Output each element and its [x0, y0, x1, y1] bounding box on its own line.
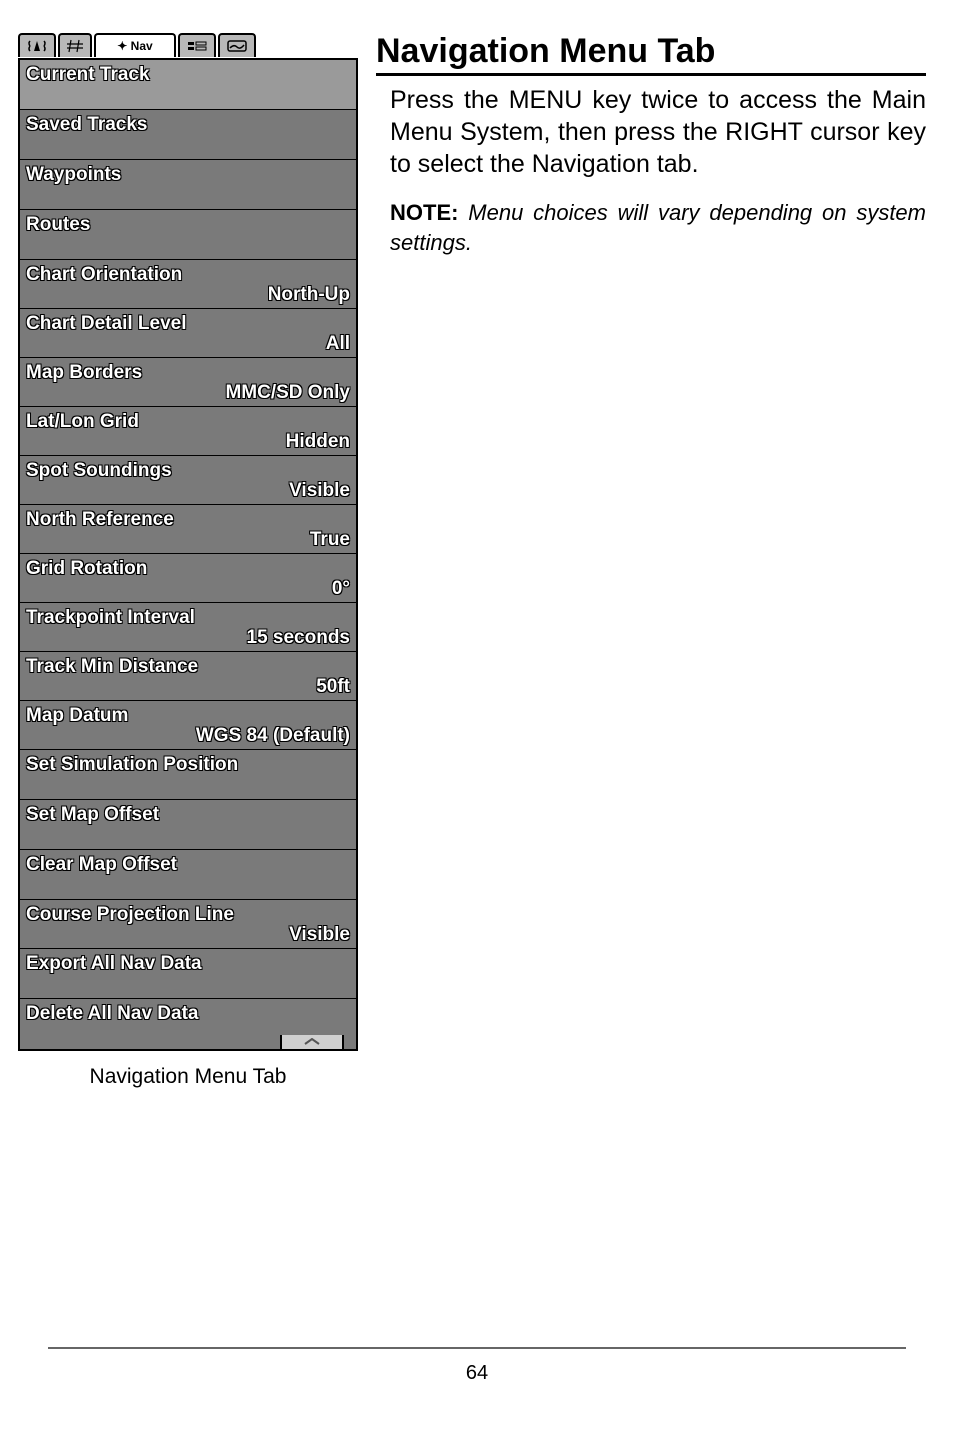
menu-item-label: Chart Detail Level — [26, 313, 350, 335]
menu-item[interactable]: Spot SoundingsVisible — [20, 456, 356, 505]
menu-list: Current Track Saved Tracks Waypoints Routes… — [18, 58, 358, 1051]
menu-item-label: Current Track — [26, 64, 350, 86]
menu-item-value: MMC/SD Only — [26, 382, 350, 404]
menu-item-label: Trackpoint Interval — [26, 607, 350, 629]
menu-item-label: Routes — [26, 214, 350, 236]
menu-item-value: Visible — [26, 480, 350, 502]
menu-item-value: 50ft — [26, 676, 350, 698]
note-body: Menu choices will vary depending on syst… — [390, 200, 926, 255]
menu-item-label: Track Min Distance — [26, 656, 350, 678]
menu-item-value: True — [26, 529, 350, 551]
menu-item-label: Map Borders — [26, 362, 350, 384]
menu-item[interactable]: Map BordersMMC/SD Only — [20, 358, 356, 407]
menu-item[interactable]: Export All Nav Data — [20, 949, 356, 999]
menu-item-label: Delete All Nav Data — [26, 1003, 350, 1025]
menu-item[interactable]: Set Map Offset — [20, 800, 356, 850]
menu-item-label: Saved Tracks — [26, 114, 350, 136]
menu-item-label: Chart Orientation — [26, 264, 350, 286]
page-number: 64 — [0, 1362, 954, 1385]
menu-item[interactable]: Set Simulation Position — [20, 750, 356, 800]
menu-item-label: Grid Rotation — [26, 558, 350, 580]
menu-item[interactable]: North ReferenceTrue — [20, 505, 356, 554]
menu-item[interactable]: Routes — [20, 210, 356, 260]
menu-item-value: 15 seconds — [26, 627, 350, 649]
menu-item-label: Waypoints — [26, 164, 350, 186]
content-column: Navigation Menu Tab Press the MENU key t… — [376, 32, 926, 1089]
menu-item-label: Set Map Offset — [26, 804, 350, 826]
body-paragraph: Press the MENU key twice to access the M… — [390, 84, 926, 180]
tab-bar: ✦ Nav — [18, 32, 358, 58]
menu-item-label: Course Projection Line — [26, 904, 350, 926]
tab-nav-label: ✦ Nav — [117, 39, 152, 53]
menu-item[interactable]: Clear Map Offset — [20, 850, 356, 900]
footer-rule — [48, 1347, 906, 1349]
menu-item[interactable]: Saved Tracks — [20, 110, 356, 160]
menu-item[interactable]: Waypoints — [20, 160, 356, 210]
note-paragraph: NOTE: Menu choices will vary depending o… — [390, 198, 926, 257]
tab-chart[interactable] — [58, 33, 92, 57]
menu-item[interactable]: Course Projection LineVisible — [20, 900, 356, 949]
menu-item-label: Lat/Lon Grid — [26, 411, 350, 433]
menu-item-value: Hidden — [26, 431, 350, 453]
menu-item-value: Visible — [26, 924, 350, 946]
menu-item-value: North-Up — [26, 284, 350, 306]
tab-setup[interactable] — [218, 33, 256, 57]
menu-item-value: 0° — [26, 578, 350, 600]
scroll-down-indicator — [280, 1035, 344, 1051]
note-label: NOTE: — [390, 200, 458, 225]
menu-item-label: North Reference — [26, 509, 350, 531]
menu-item-label: Set Simulation Position — [26, 754, 350, 776]
menu-item[interactable]: Map DatumWGS 84 (Default) — [20, 701, 356, 750]
menu-item[interactable]: Chart OrientationNorth-Up — [20, 260, 356, 309]
menu-item-label: Export All Nav Data — [26, 953, 350, 975]
menu-item[interactable]: Current Track — [20, 60, 356, 110]
menu-item-value: All — [26, 333, 350, 355]
menu-item[interactable]: Grid Rotation0° — [20, 554, 356, 603]
page-heading: Navigation Menu Tab — [376, 32, 926, 76]
menu-item[interactable]: Lat/Lon GridHidden — [20, 407, 356, 456]
menu-item-label: Clear Map Offset — [26, 854, 350, 876]
tab-nav[interactable]: ✦ Nav — [94, 33, 176, 57]
menu-item-label: Spot Soundings — [26, 460, 350, 482]
menu-item[interactable]: Track Min Distance50ft — [20, 652, 356, 701]
menu-item-label: Map Datum — [26, 705, 350, 727]
menu-item[interactable]: Trackpoint Interval15 seconds — [20, 603, 356, 652]
tab-sonar[interactable] — [18, 33, 56, 57]
menu-column: ✦ Nav Current Track Saved Tracks Waypoints… — [18, 32, 358, 1089]
figure-caption: Navigation Menu Tab — [18, 1065, 358, 1089]
menu-item[interactable]: Chart Detail LevelAll — [20, 309, 356, 358]
menu-item-value: WGS 84 (Default) — [26, 725, 350, 747]
tab-alarms[interactable] — [178, 33, 216, 57]
